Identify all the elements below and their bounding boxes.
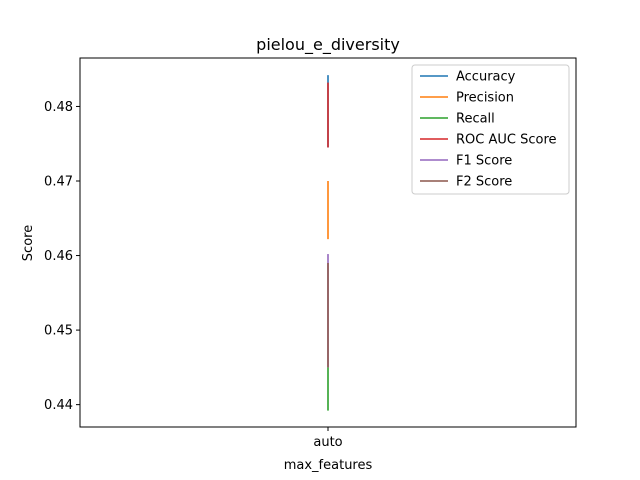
y-tick-label: 0.48 xyxy=(44,100,73,115)
legend-label: Recall xyxy=(456,112,495,127)
x-axis-label: max_features xyxy=(284,458,373,473)
y-tick-label: 0.46 xyxy=(44,249,73,264)
y-tick-label: 0.45 xyxy=(44,324,73,339)
legend-box xyxy=(411,64,570,195)
y-tick-label: 0.44 xyxy=(44,398,73,413)
legend-label: ROC AUC Score xyxy=(456,133,557,148)
legend-label: F2 Score xyxy=(456,175,512,190)
x-axis: auto xyxy=(313,427,343,450)
x-tick-label: auto xyxy=(313,435,342,450)
legend: Accuracy Precision Recall ROC AUC Score F1 S… xyxy=(411,64,570,195)
y-axis: 0.44 0.45 0.46 0.47 0.48 xyxy=(44,100,80,413)
legend-label: Accuracy xyxy=(456,70,516,85)
chart-title: pielou_e_diversity xyxy=(256,35,400,55)
y-axis-label: Score xyxy=(21,225,36,261)
y-tick-label: 0.47 xyxy=(44,175,73,190)
legend-label: Precision xyxy=(456,91,514,106)
legend-label: F1 Score xyxy=(456,154,512,169)
